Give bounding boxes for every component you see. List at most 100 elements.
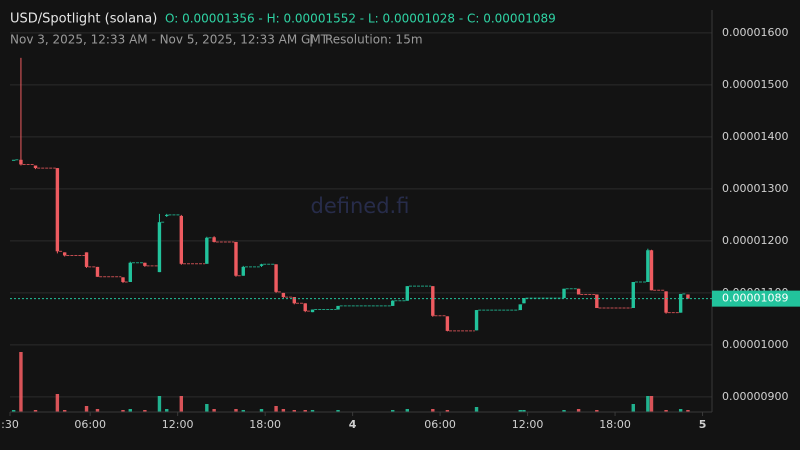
volume-bar bbox=[259, 409, 264, 412]
candle-body bbox=[212, 237, 216, 242]
volume-bar bbox=[234, 409, 238, 412]
volume-bar bbox=[576, 409, 581, 412]
volume-bar bbox=[157, 396, 162, 412]
separator: | bbox=[309, 33, 313, 47]
volume-bar bbox=[84, 406, 89, 412]
time-range: Nov 3, 2025, 12:33 AM - Nov 5, 2025, 12:… bbox=[10, 33, 329, 47]
volume-bar bbox=[445, 410, 450, 412]
x-tick-label: :30 bbox=[1, 418, 19, 431]
volume-bar bbox=[292, 410, 296, 412]
candle-body bbox=[281, 292, 286, 298]
volume-bar bbox=[595, 410, 599, 412]
volume-bar bbox=[631, 404, 635, 412]
y-tick-label: 0.00000900 bbox=[722, 390, 788, 403]
grid bbox=[10, 32, 712, 398]
candle-body bbox=[179, 215, 184, 264]
candle-body bbox=[165, 214, 169, 216]
candle-body bbox=[121, 277, 125, 282]
volume-bar bbox=[62, 410, 67, 412]
volume-bar bbox=[474, 407, 479, 412]
volume-bar bbox=[303, 410, 307, 412]
volume-bar bbox=[678, 409, 683, 412]
x-tick-label: 06:00 bbox=[424, 418, 456, 431]
volume-bar bbox=[11, 410, 16, 412]
volume-bar bbox=[55, 394, 60, 412]
last-price-label: 0.00001089 bbox=[722, 292, 788, 305]
x-tick-label: 5 bbox=[699, 418, 707, 431]
y-tick-label: 0.00001300 bbox=[722, 182, 788, 195]
candle-body bbox=[649, 250, 654, 291]
candle-body bbox=[595, 294, 599, 308]
candle-body bbox=[336, 305, 340, 310]
volume-bar bbox=[128, 409, 132, 412]
volume-bar bbox=[179, 396, 184, 412]
volume-bar bbox=[95, 409, 100, 412]
x-tick-label: 12:00 bbox=[512, 418, 544, 431]
x-tick-label: 06:00 bbox=[74, 418, 106, 431]
volume-bar bbox=[241, 410, 245, 412]
candle-body bbox=[157, 222, 162, 273]
volume-bar bbox=[562, 410, 566, 412]
candle-body bbox=[646, 250, 650, 282]
candle-body bbox=[19, 159, 23, 165]
candle-body bbox=[391, 300, 395, 306]
candle-body bbox=[259, 264, 264, 266]
volume-bar bbox=[405, 409, 409, 412]
y-tick-label: 0.00001600 bbox=[722, 26, 788, 39]
x-tick-label: 12:00 bbox=[162, 418, 194, 431]
volume-bar bbox=[281, 409, 286, 412]
candle-body bbox=[274, 264, 278, 292]
volume-bar bbox=[431, 409, 435, 412]
candle-body bbox=[664, 291, 668, 313]
candle-body bbox=[310, 309, 315, 313]
x-tick-label: 18:00 bbox=[249, 418, 281, 431]
volume-bar bbox=[274, 406, 278, 412]
volume-bar bbox=[649, 396, 654, 412]
volume-bar bbox=[518, 410, 522, 412]
candle-body bbox=[576, 288, 581, 295]
y-tick-label: 0.00001000 bbox=[722, 338, 788, 351]
candle-body bbox=[84, 252, 89, 267]
last-price-box bbox=[712, 290, 800, 307]
candle-body bbox=[631, 281, 635, 308]
candle-body bbox=[474, 310, 479, 331]
candle-body bbox=[234, 241, 238, 276]
volume-bar bbox=[664, 410, 668, 412]
candle-body bbox=[241, 266, 245, 276]
volume-bar bbox=[391, 410, 395, 412]
candle-body bbox=[445, 316, 450, 331]
y-tick-label: 0.00001400 bbox=[722, 130, 788, 143]
volume-bar bbox=[165, 409, 169, 412]
volume-bar bbox=[19, 352, 23, 412]
x-tick-label: 18:00 bbox=[599, 418, 631, 431]
candle-body bbox=[292, 297, 296, 304]
candle-body bbox=[62, 252, 67, 256]
volume-bar bbox=[646, 396, 650, 412]
y-tick-label: 0.00001500 bbox=[722, 78, 788, 91]
candle-body bbox=[33, 165, 38, 169]
candle-body bbox=[518, 304, 522, 311]
candle-body bbox=[55, 168, 60, 252]
candle-body bbox=[686, 294, 690, 299]
candle-body bbox=[678, 293, 683, 313]
candle-body bbox=[128, 262, 132, 282]
x-tick-label: 4 bbox=[349, 418, 357, 431]
candle-body bbox=[303, 303, 307, 312]
candle-body bbox=[522, 298, 526, 304]
volume-bar bbox=[121, 410, 125, 412]
volume-bar bbox=[143, 410, 147, 412]
candle-body bbox=[205, 237, 209, 264]
candle-body bbox=[562, 288, 566, 299]
volume-bar bbox=[205, 404, 209, 412]
candle-body bbox=[11, 159, 16, 161]
candle-body bbox=[431, 286, 435, 316]
volume-bar bbox=[686, 410, 690, 412]
watermark: defined.fi bbox=[311, 194, 410, 218]
volume-bar bbox=[33, 410, 38, 412]
volume-bar bbox=[522, 410, 526, 412]
volume-bar bbox=[212, 409, 216, 412]
candle-body bbox=[95, 266, 100, 277]
volume-bar bbox=[310, 410, 315, 412]
